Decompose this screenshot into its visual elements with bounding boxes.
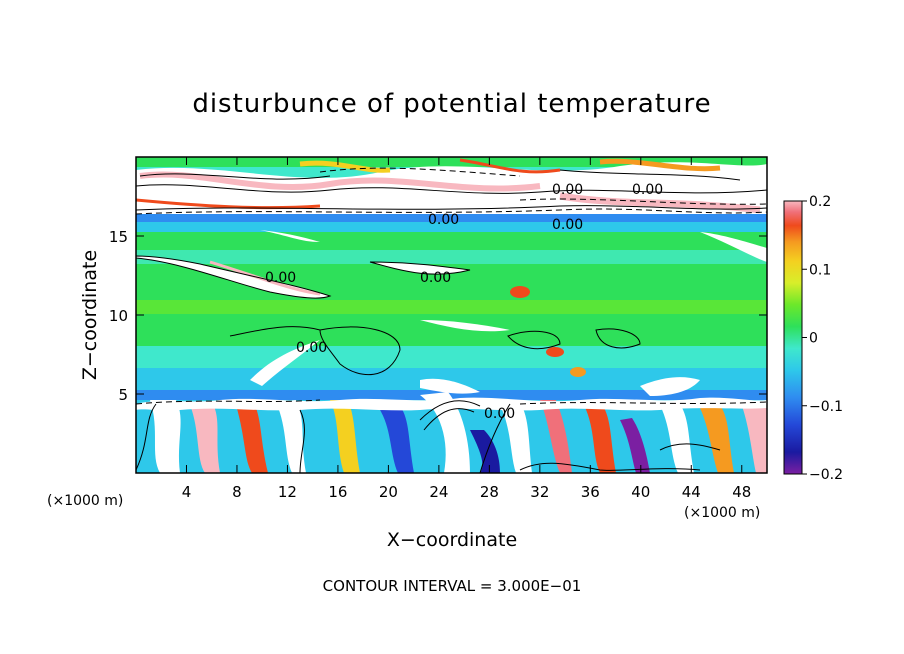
y-tick-label: 5 [118,386,128,404]
x-tick-label: 20 [379,483,398,501]
y-axis-ticks: 5 10 15 [109,228,767,404]
x-tick-label: 8 [232,483,242,501]
x-tick-label: 12 [278,483,297,501]
colorbar-tick-label: −0.1 [809,399,843,415]
heatmap-field [136,157,767,473]
contour-label: 0.00 [552,182,583,198]
colorbar-ticks: 0.2 0.1 0 −0.1 −0.2 [802,194,843,483]
x-tick-label: 4 [182,483,192,501]
x-unit-label-left: (×1000 m) [47,493,123,509]
contour-label: 0.00 [484,406,515,422]
x-axis-label: X−coordinate [387,529,517,551]
contour-lines-negative [136,167,767,405]
chart-title: disturbunce of potential temperature [192,89,711,119]
x-tick-label: 48 [732,483,751,501]
x-unit-label-right: (×1000 m) [684,505,760,521]
x-tick-label: 40 [631,483,650,501]
y-axis-label: Z−coordinate [79,250,101,380]
contour-interval-note: CONTOUR INTERVAL = 3.000E−01 [323,577,582,595]
contour-label: 0.00 [265,270,296,286]
x-tick-label: 24 [429,483,448,501]
x-tick-label: 44 [682,483,701,501]
x-tick-label: 32 [530,483,549,501]
colorbar-tick-label: −0.2 [809,467,843,483]
contour-lines [136,169,767,473]
x-tick-label: 28 [480,483,499,501]
contour-label: 0.00 [632,182,663,198]
x-tick-label: 16 [328,483,347,501]
contour-labels: 0.00 0.00 0.00 0.00 0.00 0.00 0.00 0.00 [265,182,663,422]
contour-label: 0.00 [420,270,451,286]
x-axis-ticks: 4 8 12 16 20 24 28 32 36 40 44 48 [182,157,751,501]
colorbar-tick-label: 0.2 [809,194,831,210]
y-tick-label: 15 [109,228,128,246]
colorbar: 0.2 0.1 0 −0.1 −0.2 [783,194,843,483]
y-tick-label: 10 [109,307,128,325]
colorbar-scale [783,200,803,475]
x-tick-label: 36 [581,483,600,501]
contour-label: 0.00 [296,340,327,356]
contour-label: 0.00 [428,212,459,228]
plot-area: 0.00 0.00 0.00 0.00 0.00 0.00 0.00 0.00 [136,157,767,473]
contour-label: 0.00 [552,217,583,233]
colorbar-tick-label: 0 [809,331,818,347]
colorbar-tick-label: 0.1 [809,262,831,278]
